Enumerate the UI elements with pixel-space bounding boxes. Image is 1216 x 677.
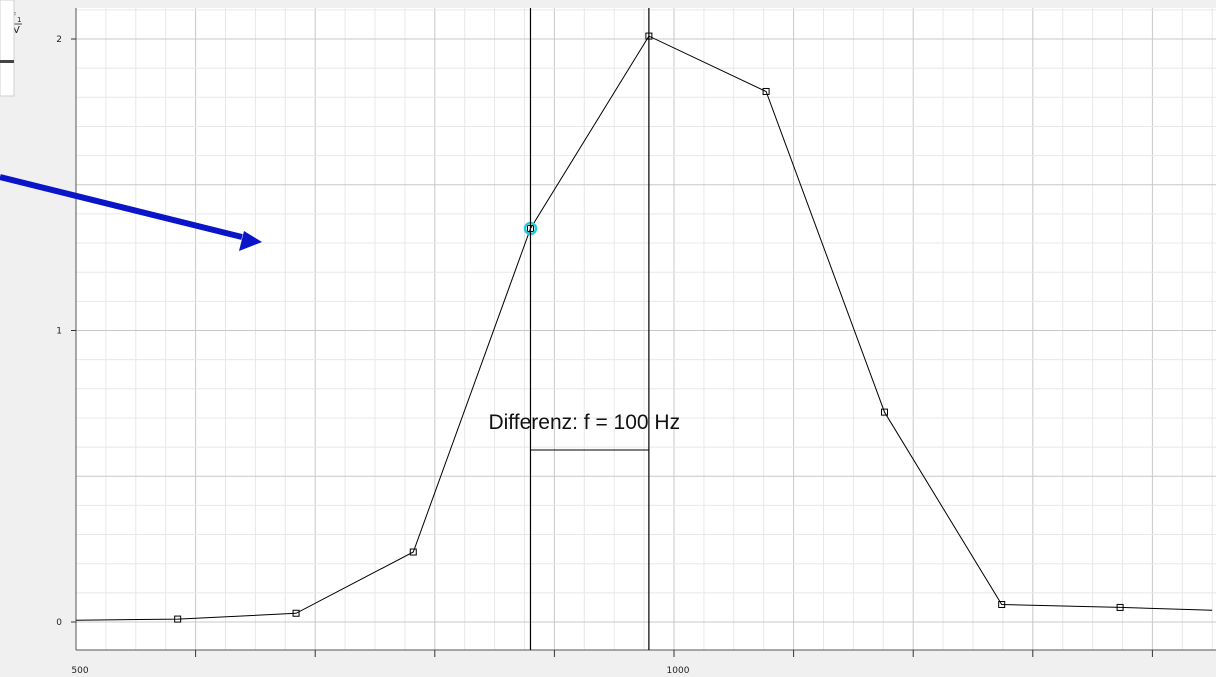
left-panel-fragment: [0, 0, 15, 97]
y-tick-label: 0: [56, 618, 62, 628]
y-tick-label: 2: [56, 35, 62, 45]
data-point: [174, 615, 182, 623]
y-label-subscript: 1: [17, 16, 21, 24]
arrow-shaft: [0, 174, 243, 240]
tick-labels: 0 1 2 500 1000: [56, 35, 689, 676]
data-point: [409, 548, 417, 556]
panel-mark: [0, 60, 14, 63]
annotation-text: Differenz: f = 100 Hz: [488, 411, 680, 434]
plot-area: [76, 8, 1216, 650]
y-tick-label: 1: [56, 327, 62, 337]
x-tick-label: 500: [71, 666, 88, 676]
arrow-icon: [0, 174, 262, 251]
data-point: [880, 408, 888, 416]
data-point: [292, 609, 300, 617]
data-point: [1116, 603, 1124, 611]
x-tick-label: 1000: [667, 666, 690, 676]
annotation: Differenz: f = 100 Hz: [488, 411, 680, 434]
arrow-head: [239, 231, 262, 251]
grid: [75, 8, 1216, 650]
y-label-unit: V: [13, 25, 20, 36]
cursors: [529, 8, 650, 650]
overlay: [0, 0, 262, 251]
data-point: [762, 87, 770, 95]
data-point: [998, 601, 1006, 609]
axes: [71, 8, 1216, 657]
